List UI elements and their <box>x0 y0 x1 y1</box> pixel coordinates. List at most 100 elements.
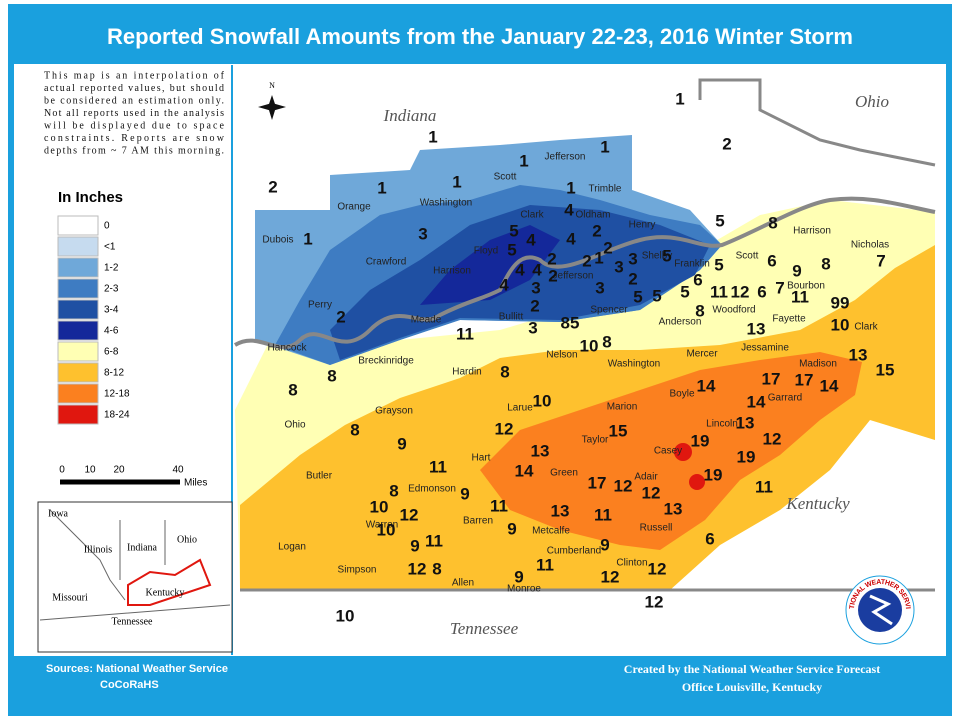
legend-label: 8-12 <box>104 368 124 379</box>
inset-label: Ohio <box>177 534 197 545</box>
snow-report: 6 <box>767 251 776 270</box>
state-label: Kentucky <box>785 494 850 513</box>
snow-report: 1 <box>452 172 461 191</box>
snow-report: 13 <box>849 345 868 364</box>
legend-swatch <box>57 299 99 320</box>
snow-report: 2 <box>592 221 601 240</box>
county-label: Hardin <box>452 367 481 378</box>
state-border <box>698 78 936 167</box>
inset-label: Kentucky <box>146 587 185 598</box>
county-label: Hart <box>472 453 491 464</box>
scale-unit: Miles <box>184 478 207 489</box>
scale-tick: 40 <box>172 465 184 476</box>
legend-label: 1-2 <box>104 263 119 274</box>
snow-report: 9 <box>397 434 406 453</box>
snow-report: 13 <box>747 319 766 338</box>
snow-report: 13 <box>551 501 570 520</box>
footer-credit: Created by the National Weather Service … <box>624 662 880 676</box>
county-label: Barren <box>463 516 493 527</box>
snow-report: 11 <box>755 477 773 496</box>
snow-report: 11 <box>490 496 508 515</box>
footer-credit: Office Louisville, Kentucky <box>682 680 822 694</box>
snow-report: 99 <box>831 293 850 312</box>
county-label: Oldham <box>575 210 610 221</box>
county-label: Spencer <box>590 305 628 316</box>
legend-swatch <box>57 320 99 341</box>
county-label: Scott <box>736 251 759 262</box>
snow-report: 85 <box>561 313 580 332</box>
snow-report: 10 <box>580 336 599 355</box>
county-label: Casey <box>654 446 682 457</box>
snow-report: 8 <box>695 301 704 320</box>
logo-bolt <box>869 594 893 626</box>
snow-report: 5 <box>680 282 689 301</box>
note-line: be considered an estimation only. <box>44 95 224 106</box>
county-label: Allen <box>452 578 474 589</box>
county-label: Russell <box>640 523 673 534</box>
snow-report: 1 <box>675 89 684 108</box>
county-label: Washington <box>420 198 472 209</box>
county-label: Nicholas <box>851 240 889 251</box>
inset-kentucky <box>127 558 212 606</box>
county-label: Perry <box>308 300 332 311</box>
snow-report: 9 <box>792 261 801 280</box>
snow-report: 1 <box>428 127 437 146</box>
county-label: Jessamine <box>741 343 789 354</box>
county-label: Jefferson <box>545 152 586 163</box>
snow-report: 9 <box>600 535 609 554</box>
county-label: Clinton <box>616 558 647 569</box>
snow-report: 10 <box>336 606 355 625</box>
snow-report: 12 <box>495 419 514 438</box>
county-label: Lincoln <box>706 419 738 430</box>
zone-12-18 <box>480 352 862 550</box>
snow-report: 1 <box>566 178 575 197</box>
county-label: Clark <box>854 322 878 333</box>
county-label: Garrard <box>768 393 802 404</box>
snow-report: 5 <box>507 240 516 259</box>
snow-report: 4 <box>564 200 574 219</box>
county-label: Orange <box>337 202 371 213</box>
legend-label: 4-6 <box>104 326 119 337</box>
snow-report: 14 <box>515 461 534 480</box>
legend-label: 2-3 <box>104 284 119 295</box>
snow-report: 14 <box>697 376 716 395</box>
state-label: Ohio <box>855 92 889 111</box>
note-line: This map is an interpolation of <box>44 70 225 81</box>
snow-report: 5 <box>714 255 723 274</box>
snow-report: 19 <box>704 465 723 484</box>
snow-report: 11 <box>429 457 447 476</box>
snow-report: 8 <box>500 362 509 381</box>
snow-report: 12 <box>601 567 620 586</box>
inset-label: Missouri <box>52 592 88 603</box>
snow-report: 10 <box>370 497 389 516</box>
county-label: Simpson <box>338 565 377 576</box>
snow-report: 19 <box>691 431 710 450</box>
county-label: Franklin <box>674 259 710 270</box>
snow-report: 2 <box>268 177 277 196</box>
snow-report: 4 <box>515 260 525 279</box>
county-label: Logan <box>278 542 306 553</box>
snow-report: 3 <box>528 318 537 337</box>
legend-label: 12-18 <box>104 389 130 400</box>
scale-tick: 10 <box>84 465 96 476</box>
snow-report: 4 <box>526 230 536 249</box>
snow-report: 9 <box>507 519 516 538</box>
snow-report: 12 <box>763 429 782 448</box>
county-label: Warren <box>366 520 398 531</box>
scale-tick: 20 <box>113 465 125 476</box>
snow-report: 4 <box>532 260 542 279</box>
snow-report: 12 <box>645 592 664 611</box>
state-label: Tennessee <box>450 619 519 638</box>
legend-swatch <box>57 383 99 404</box>
legend-label: 6-8 <box>104 347 119 358</box>
snow-report: 7 <box>876 251 885 270</box>
snow-report: 8 <box>602 332 611 351</box>
snow-report: 19 <box>737 447 756 466</box>
snow-report: 9 <box>514 567 523 586</box>
snow-report: 12 <box>400 505 419 524</box>
snow-report: 1 <box>594 248 603 267</box>
snow-report: 2 <box>628 269 637 288</box>
title: Reported Snowfall Amounts from the Janua… <box>107 24 853 49</box>
county-label: Green <box>550 468 578 479</box>
